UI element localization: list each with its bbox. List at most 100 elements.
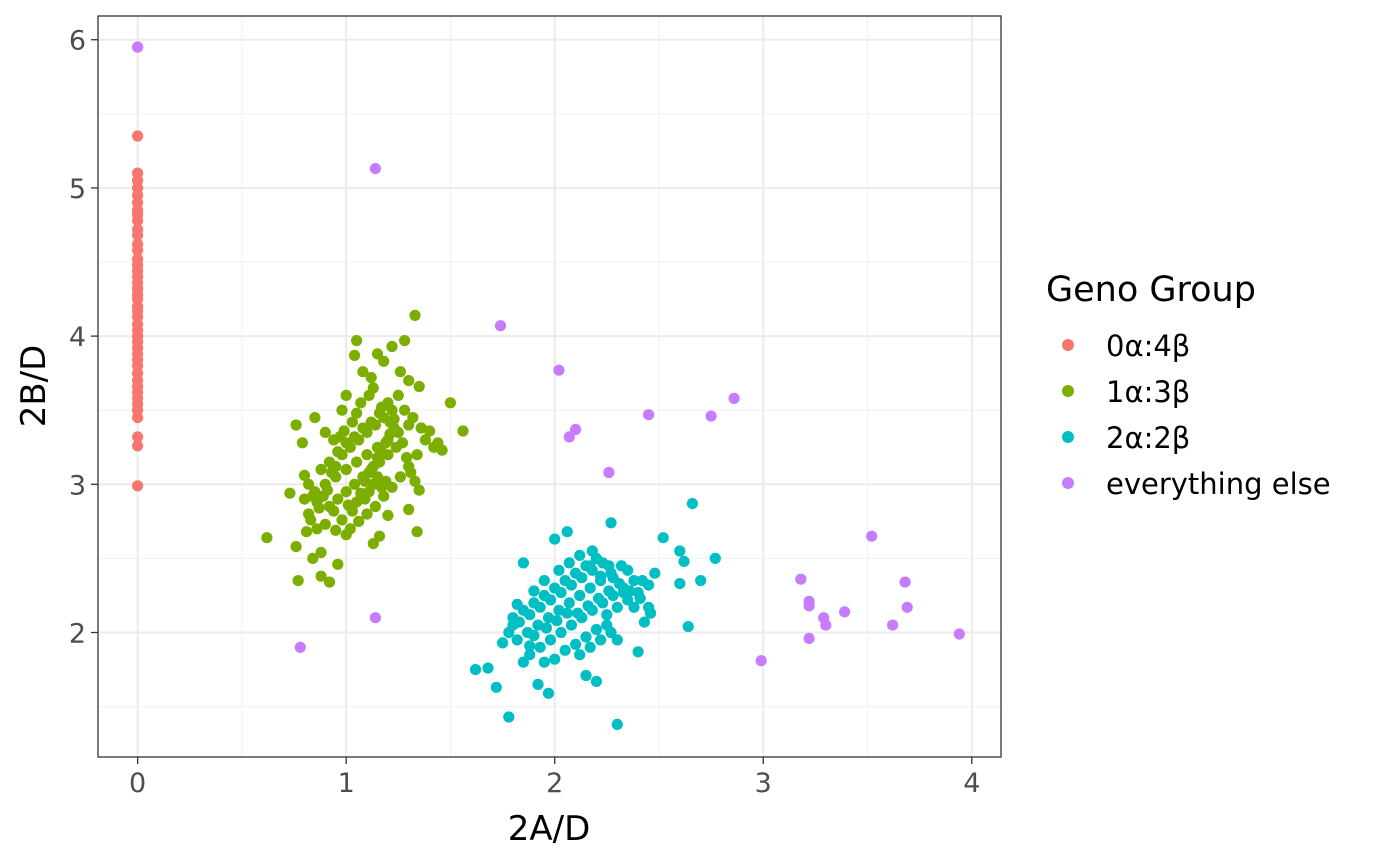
data-point-series-2	[611, 601, 623, 613]
data-point-series-3	[866, 530, 878, 542]
data-point-series-3	[369, 163, 381, 175]
x-axis-ticks: 0 1 2 3 4	[129, 757, 980, 799]
legend-key	[1062, 385, 1074, 397]
data-point-series-2	[674, 545, 686, 557]
data-point-series-1	[361, 449, 373, 461]
data-point-series-1	[307, 490, 319, 502]
data-point-series-1	[380, 475, 392, 487]
data-point-series-1	[351, 456, 363, 468]
data-point-series-1	[386, 340, 398, 353]
data-point-series-2	[561, 526, 573, 538]
data-point-series-2	[592, 592, 605, 605]
data-point-series-1	[290, 541, 302, 553]
data-point-series-1	[353, 515, 365, 528]
data-point-series-1	[315, 570, 327, 582]
y-tick-label: 2	[69, 619, 86, 650]
data-point-series-1	[284, 487, 296, 499]
data-point-series-2	[624, 585, 636, 597]
data-point-series-2	[709, 552, 721, 565]
data-point-series-2	[482, 662, 494, 674]
legend-label: 1α:3β	[1106, 375, 1190, 409]
data-point-series-2	[549, 533, 561, 545]
data-point-series-2	[634, 592, 646, 605]
data-point-series-2	[517, 656, 530, 668]
data-point-series-1	[361, 508, 373, 520]
data-point-series-2	[611, 634, 623, 646]
data-point-series-2	[528, 585, 540, 597]
data-point-series-1	[348, 349, 361, 361]
data-point-series-3	[839, 606, 851, 618]
data-point-series-2	[572, 607, 584, 619]
data-point-series-1	[355, 487, 367, 499]
data-point-series-2	[532, 678, 544, 691]
data-point-series-0	[132, 244, 144, 256]
data-point-series-2	[601, 609, 613, 621]
data-point-series-1	[411, 449, 423, 461]
data-point-series-1	[373, 530, 386, 542]
data-point-series-1	[444, 397, 456, 409]
data-point-series-1	[334, 431, 346, 443]
x-axis-title: 2A/D	[508, 809, 591, 849]
data-point-series-1	[326, 466, 338, 479]
legend-key	[1062, 477, 1074, 489]
data-point-series-2	[584, 582, 596, 594]
data-point-series-3	[795, 573, 807, 585]
data-point-series-2	[603, 585, 615, 597]
data-point-series-2	[678, 555, 690, 568]
legend-title: Geno Group	[1046, 270, 1256, 310]
x-tick-label: 1	[338, 768, 355, 799]
data-point-series-2	[570, 638, 582, 651]
data-point-series-2	[555, 586, 567, 599]
legend-label: everything else	[1106, 467, 1331, 501]
data-point-series-3	[294, 641, 306, 653]
data-point-series-1	[378, 355, 390, 367]
data-point-series-2	[605, 626, 617, 639]
data-point-series-1	[315, 463, 327, 476]
data-point-series-1	[424, 425, 436, 437]
data-point-series-1	[351, 335, 363, 347]
data-point-series-2	[511, 634, 523, 646]
data-point-series-1	[396, 437, 409, 449]
data-point-series-2	[590, 675, 603, 688]
data-point-series-2	[534, 641, 546, 653]
data-point-series-3	[705, 410, 717, 422]
data-point-series-1	[419, 434, 431, 446]
data-point-series-3	[901, 601, 913, 613]
data-point-series-1	[376, 401, 388, 413]
data-point-series-1	[319, 518, 331, 530]
data-point-series-2	[544, 634, 557, 646]
data-point-series-1	[428, 441, 440, 453]
data-point-series-2	[538, 575, 550, 587]
data-point-series-2	[555, 626, 567, 639]
data-point-series-1	[261, 532, 273, 544]
data-point-series-2	[490, 681, 502, 693]
data-point-series-3	[494, 320, 507, 332]
data-point-series-1	[403, 503, 415, 516]
data-point-series-1	[340, 389, 352, 401]
data-point-series-1	[298, 469, 311, 481]
data-point-series-1	[371, 348, 384, 360]
data-point-series-2	[565, 579, 578, 591]
data-point-series-1	[401, 452, 413, 464]
data-point-series-1	[309, 412, 321, 424]
data-point-series-2	[540, 622, 553, 634]
data-point-series-1	[351, 496, 363, 508]
data-point-series-3	[603, 466, 615, 479]
y-tick-label: 6	[69, 26, 86, 57]
data-point-series-1	[348, 478, 361, 490]
data-point-series-2	[643, 579, 655, 591]
data-point-series-0	[132, 214, 144, 227]
data-point-series-1	[336, 404, 348, 416]
x-tick-label: 3	[755, 768, 772, 799]
data-point-series-2	[524, 609, 536, 621]
data-point-series-1	[300, 526, 313, 538]
data-point-series-1	[315, 546, 327, 559]
x-tick-label: 0	[129, 768, 146, 799]
data-point-series-3	[953, 628, 965, 640]
data-point-series-3	[132, 41, 144, 53]
plot-panel	[98, 16, 1001, 757]
data-point-series-1	[367, 460, 379, 473]
data-point-series-1	[384, 428, 396, 440]
data-point-series-1	[305, 514, 317, 526]
